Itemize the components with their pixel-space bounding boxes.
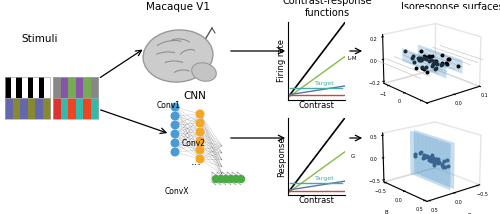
Bar xyxy=(90,98,98,119)
Bar xyxy=(5,98,13,119)
Bar xyxy=(5,77,50,98)
Bar xyxy=(22,77,28,98)
Circle shape xyxy=(196,110,204,118)
Circle shape xyxy=(196,119,204,127)
Bar xyxy=(5,98,50,119)
Circle shape xyxy=(196,137,204,145)
Bar xyxy=(10,77,17,98)
Bar xyxy=(60,77,68,98)
Bar xyxy=(5,77,11,98)
Circle shape xyxy=(232,175,239,183)
Bar xyxy=(53,98,98,119)
Text: Macaque V1: Macaque V1 xyxy=(146,2,210,12)
Bar xyxy=(33,77,39,98)
Circle shape xyxy=(196,155,204,163)
Bar xyxy=(83,98,91,119)
Circle shape xyxy=(212,175,220,183)
Bar xyxy=(68,77,76,98)
Bar xyxy=(53,77,61,98)
Circle shape xyxy=(228,175,234,183)
Bar xyxy=(12,98,20,119)
Circle shape xyxy=(196,128,204,136)
Bar xyxy=(44,77,51,98)
Text: Conv2: Conv2 xyxy=(182,138,206,147)
X-axis label: R: R xyxy=(468,213,471,214)
Ellipse shape xyxy=(192,63,216,81)
Bar xyxy=(42,98,50,119)
Bar xyxy=(68,98,76,119)
Circle shape xyxy=(238,175,244,183)
Bar xyxy=(90,77,98,98)
Text: Target: Target xyxy=(315,176,334,181)
Bar xyxy=(28,98,36,119)
Text: ConvX: ConvX xyxy=(165,187,190,196)
Y-axis label: S: S xyxy=(384,112,388,117)
Circle shape xyxy=(218,175,224,183)
Text: CNN: CNN xyxy=(184,91,206,101)
Circle shape xyxy=(171,130,179,138)
Ellipse shape xyxy=(143,30,213,82)
Text: Isoresponse surfaces: Isoresponse surfaces xyxy=(400,2,500,12)
Bar xyxy=(76,77,84,98)
Bar xyxy=(28,77,34,98)
Y-axis label: Firing rate: Firing rate xyxy=(277,40,286,82)
X-axis label: Contrast: Contrast xyxy=(298,101,334,110)
Circle shape xyxy=(196,146,204,154)
Circle shape xyxy=(171,112,179,120)
Bar xyxy=(16,77,22,98)
Circle shape xyxy=(171,103,179,111)
Circle shape xyxy=(171,139,179,147)
Bar xyxy=(83,77,91,98)
Text: Contrast-response
functions: Contrast-response functions xyxy=(282,0,372,18)
Bar xyxy=(60,98,68,119)
Bar xyxy=(76,98,84,119)
Text: ...: ... xyxy=(190,157,202,167)
Bar xyxy=(20,98,28,119)
Bar xyxy=(53,77,98,98)
X-axis label: Contrast: Contrast xyxy=(298,196,334,205)
Bar xyxy=(35,98,43,119)
Bar xyxy=(53,98,61,119)
Y-axis label: B: B xyxy=(384,210,388,214)
Bar xyxy=(39,77,45,98)
Text: Stimuli: Stimuli xyxy=(22,34,58,44)
Circle shape xyxy=(171,148,179,156)
Circle shape xyxy=(222,175,230,183)
Circle shape xyxy=(171,121,179,129)
X-axis label: L+M: L+M xyxy=(464,115,476,120)
Y-axis label: Response: Response xyxy=(277,136,286,177)
Text: Conv1: Conv1 xyxy=(157,101,181,110)
Text: Target: Target xyxy=(315,81,334,86)
